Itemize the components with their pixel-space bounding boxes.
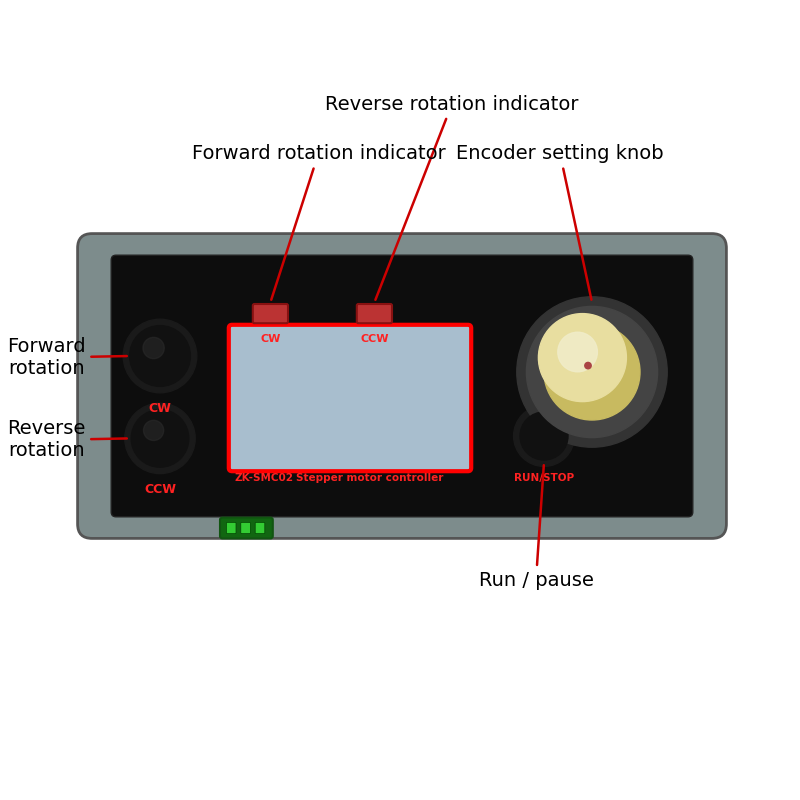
Circle shape [143,420,164,441]
Text: Reverse rotation indicator: Reverse rotation indicator [326,94,578,300]
Text: Reverse
rotation: Reverse rotation [7,419,127,461]
Text: ZK-SMC02: ZK-SMC02 [234,474,294,483]
FancyBboxPatch shape [226,522,236,534]
Text: CW: CW [149,402,171,415]
Text: Forward rotation indicator: Forward rotation indicator [191,144,446,300]
Circle shape [544,324,640,420]
Text: CCW: CCW [360,334,389,344]
Circle shape [538,314,626,402]
Text: CW: CW [260,334,281,344]
Circle shape [520,412,568,460]
Circle shape [131,410,189,467]
Circle shape [123,319,197,393]
Text: CCW: CCW [144,483,176,496]
Circle shape [585,362,591,369]
Circle shape [143,338,164,358]
Text: Forward
rotation: Forward rotation [7,337,127,378]
Text: RUN/STOP: RUN/STOP [514,473,574,482]
FancyBboxPatch shape [220,518,273,538]
FancyBboxPatch shape [255,522,265,534]
Circle shape [130,326,190,386]
Circle shape [514,406,574,466]
FancyBboxPatch shape [229,325,471,471]
FancyBboxPatch shape [357,304,392,323]
Text: Encoder setting knob: Encoder setting knob [456,144,664,300]
Text: Stepper motor controller: Stepper motor controller [296,474,443,483]
FancyBboxPatch shape [111,255,693,517]
Circle shape [517,297,667,447]
FancyBboxPatch shape [253,304,288,323]
FancyBboxPatch shape [78,234,726,538]
FancyBboxPatch shape [241,522,250,534]
Text: Run / pause: Run / pause [478,465,594,590]
Circle shape [526,306,658,438]
Circle shape [125,403,195,474]
Circle shape [558,332,598,372]
